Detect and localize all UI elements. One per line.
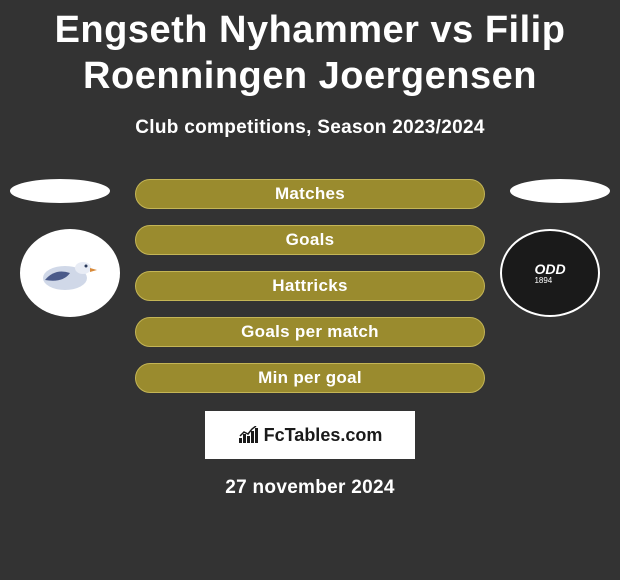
crest-right-year: 1894 [534, 276, 565, 285]
bar-matches: Matches [135, 179, 485, 209]
footer-date: 27 november 2024 [0, 477, 620, 499]
bird-icon [35, 248, 105, 298]
crest-right-label: ODD [534, 262, 565, 276]
bars-container: Matches Goals Hattricks Goals per match … [135, 179, 485, 393]
page-title: Engseth Nyhammer vs Filip Roenningen Joe… [0, 0, 620, 99]
footer-logo-box: FcTables.com [205, 411, 415, 459]
footer-logo-text: FcTables.com [264, 425, 383, 446]
chart-bars-icon [238, 426, 260, 444]
team-crest-right: ODD 1894 [500, 229, 600, 317]
footer-logo: FcTables.com [238, 425, 383, 446]
subtitle: Club competitions, Season 2023/2024 [0, 117, 620, 139]
chart-area: ODD 1894 Matches Goals Hattricks Goals p… [0, 179, 620, 393]
bar-min-per-goal: Min per goal [135, 363, 485, 393]
team-crest-left [20, 229, 120, 317]
team-badge-right [510, 179, 610, 203]
bar-goals: Goals [135, 225, 485, 255]
team-badge-left [10, 179, 110, 203]
bar-goals-per-match: Goals per match [135, 317, 485, 347]
bar-hattricks: Hattricks [135, 271, 485, 301]
